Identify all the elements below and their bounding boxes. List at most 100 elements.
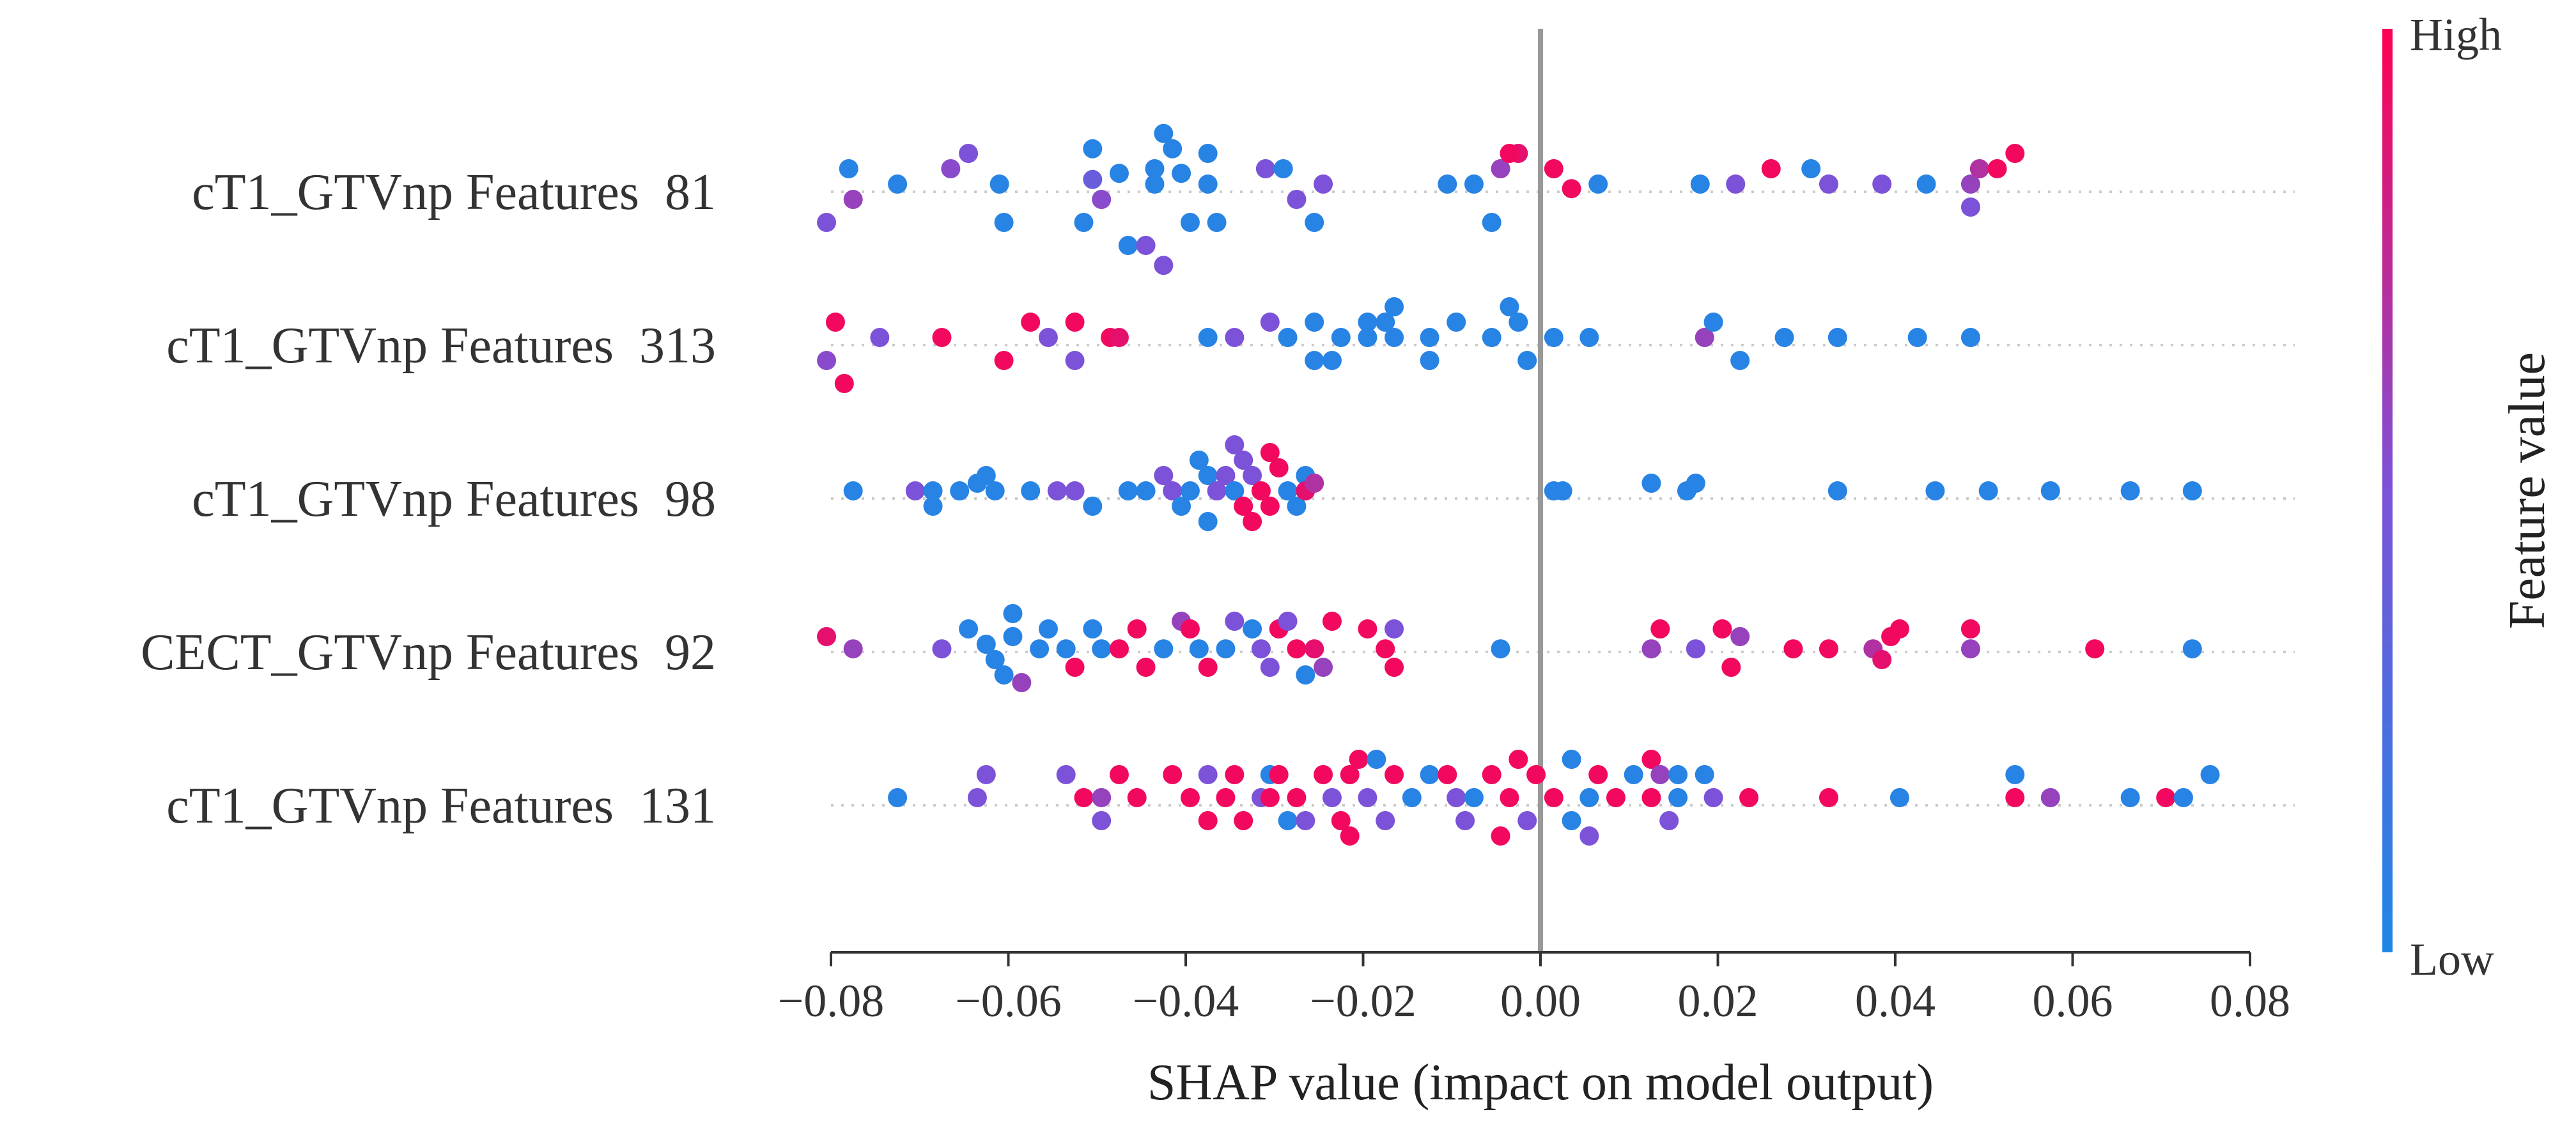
shap-point	[1606, 788, 1626, 807]
shap-point	[1287, 788, 1307, 807]
shap-point	[1726, 174, 1746, 194]
shap-point	[1491, 639, 1510, 659]
shap-point	[1925, 481, 1945, 500]
shap-point	[1695, 765, 1714, 784]
shap-point	[1907, 328, 1927, 347]
shap-point	[1038, 328, 1058, 347]
shap-point	[967, 788, 987, 807]
shap-point	[1376, 639, 1395, 659]
x-axis-title: SHAP value (impact on model output)	[1147, 1055, 1934, 1111]
shap-point	[1641, 788, 1661, 807]
shap-point	[1668, 788, 1688, 807]
shap-point	[1172, 497, 1191, 516]
shap-point	[1761, 159, 1781, 178]
shap-point	[1960, 619, 1980, 639]
shap-point	[1234, 451, 1253, 470]
colorbar-low-label: Low	[2410, 934, 2494, 985]
shap-point	[1562, 811, 1581, 830]
shap-point	[1721, 658, 1741, 677]
x-tick-label: 0.06	[2033, 975, 2113, 1026]
shap-point	[1447, 788, 1466, 807]
shap-point	[1349, 750, 1369, 769]
shap-point	[1296, 811, 1315, 830]
shap-point	[1314, 658, 1333, 677]
shap-point	[1331, 811, 1351, 830]
x-tick-label: 0.08	[2210, 975, 2290, 1026]
shap-point	[1686, 639, 1705, 659]
shap-point	[1305, 313, 1324, 332]
shap-point	[1198, 174, 1218, 194]
shap-point	[1517, 811, 1537, 830]
shap-point	[1278, 811, 1298, 830]
shap-point	[1225, 481, 1245, 500]
shap-point	[1730, 627, 1750, 646]
shap-point	[1500, 144, 1519, 163]
shap-point	[1225, 328, 1245, 347]
shap-point	[1464, 174, 1484, 194]
shap-point	[1269, 765, 1289, 784]
shap-point	[1216, 639, 1236, 659]
shap-point	[985, 650, 1005, 669]
shap-point	[1588, 765, 1608, 784]
shap-point	[2120, 788, 2140, 807]
shap-point	[1074, 213, 1094, 232]
shap-point	[1030, 639, 1050, 659]
shap-point	[1180, 788, 1200, 807]
shap-point	[2182, 639, 2202, 659]
shap-point	[1509, 313, 1528, 332]
shap-point	[1739, 788, 1759, 807]
shap-point	[1305, 474, 1324, 493]
shap-point	[1641, 474, 1661, 493]
shap-point	[1322, 788, 1342, 807]
shap-point	[1491, 826, 1510, 846]
shap-point	[1109, 765, 1129, 784]
shap-point	[1482, 328, 1501, 347]
shap-point	[1385, 328, 1404, 347]
shap-point	[1251, 481, 1271, 500]
shap-point	[1154, 256, 1174, 275]
shap-point	[994, 665, 1014, 685]
shap-point	[1065, 313, 1085, 332]
shap-point	[1385, 619, 1404, 639]
shap-point	[1243, 619, 1262, 639]
shap-point	[1260, 313, 1280, 332]
shap-point	[843, 190, 863, 209]
shap-point	[1180, 481, 1200, 500]
shap-point	[1314, 765, 1333, 784]
shap-point	[1225, 612, 1245, 631]
shap-point	[1056, 765, 1076, 784]
shap-point	[1251, 639, 1271, 659]
shap-point	[1358, 619, 1377, 639]
shap-point	[1482, 213, 1501, 232]
shap-point	[2173, 788, 2193, 807]
shap-point	[1695, 328, 1714, 347]
shap-point	[1038, 619, 1058, 639]
colorbar-high-label: High	[2410, 9, 2502, 60]
shap-point	[1198, 328, 1218, 347]
shap-point	[1783, 639, 1803, 659]
shap-point	[1464, 788, 1484, 807]
feature-label: cT1_GTVnp Features 313	[166, 318, 716, 374]
shap-point	[1385, 297, 1404, 316]
shap-point	[1491, 159, 1510, 178]
shap-point	[1003, 627, 1023, 646]
shap-point	[1367, 750, 1386, 769]
shap-point	[1225, 435, 1245, 454]
shap-point	[994, 351, 1014, 370]
shap-point	[2005, 144, 2025, 163]
shap-point	[1960, 174, 1980, 194]
shap-point	[1686, 474, 1705, 493]
shap-point	[1092, 788, 1112, 807]
shap-point	[1659, 811, 1679, 830]
shap-point	[1544, 328, 1563, 347]
shap-point	[1092, 811, 1112, 830]
shap-point	[825, 313, 845, 332]
shap-point	[1260, 658, 1280, 677]
shap-point	[1712, 619, 1732, 639]
x-tick-label: 0.00	[1500, 975, 1581, 1026]
shap-point	[1047, 481, 1067, 500]
shap-point	[1269, 458, 1289, 477]
shap-point	[985, 481, 1005, 500]
shap-point	[1198, 144, 1218, 163]
colorbar-title: Feature value	[2499, 352, 2556, 629]
